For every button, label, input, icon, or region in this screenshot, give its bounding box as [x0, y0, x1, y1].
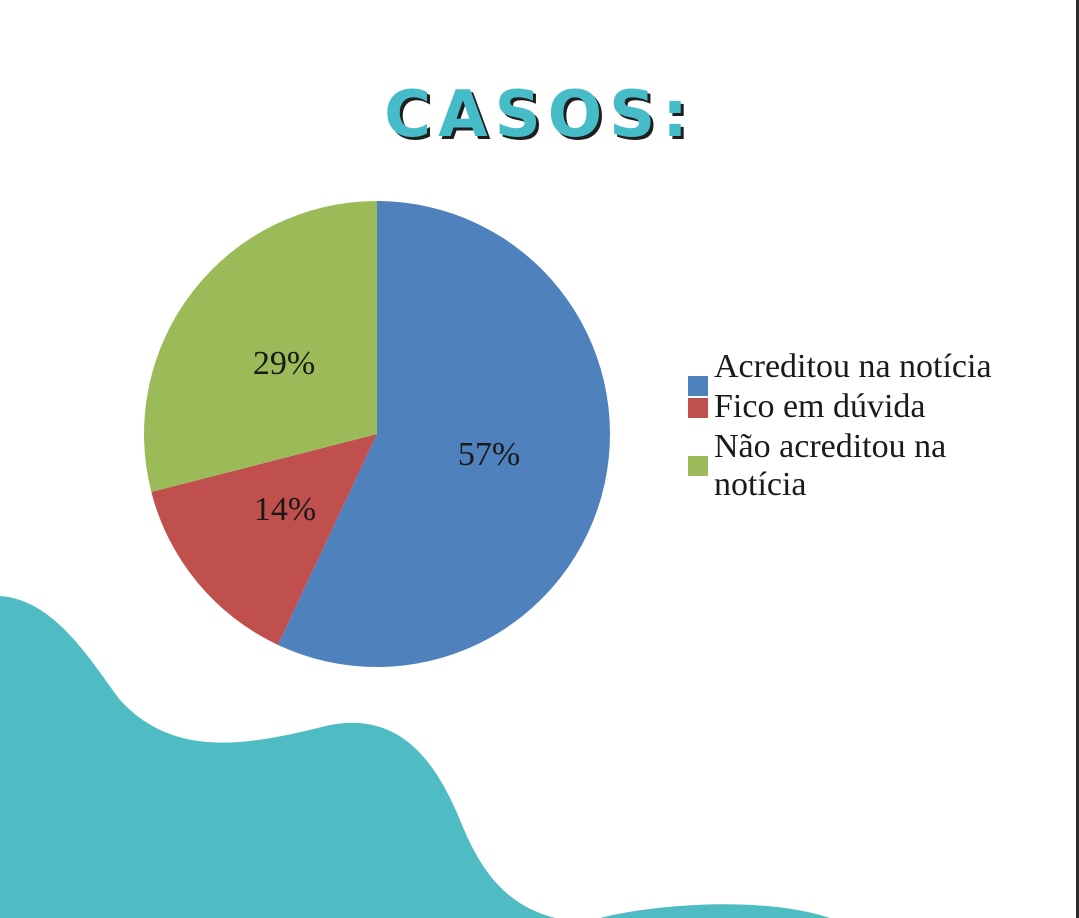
legend-swatch-acreditou	[688, 376, 708, 396]
legend-item-nao-acreditou: Não acreditou na notícia	[688, 428, 1018, 504]
frame-edge	[1076, 0, 1079, 918]
chart-legend: Acreditou na notícia Fico em dúvida Não …	[688, 348, 1018, 504]
pie-slice-nao-acreditou	[143, 200, 377, 492]
page-title: CASOS:	[384, 78, 695, 152]
legend-swatch-fico	[688, 398, 708, 418]
legend-item-fico: Fico em dúvida	[688, 388, 1018, 426]
legend-item-acreditou: Acreditou na notícia	[688, 348, 1018, 396]
pie-slice-fico	[151, 434, 377, 645]
legend-label-fico: Fico em dúvida	[714, 388, 926, 425]
legend-swatch-nao-acreditou	[688, 456, 708, 476]
pie-slice-acreditou	[277, 201, 610, 667]
pie-label-fico: 14%	[254, 491, 316, 528]
pie-label-acreditou: 57%	[458, 436, 520, 473]
pie-label-nao-acreditou: 29%	[253, 345, 315, 382]
legend-label-nao-acreditou: Não acreditou na notícia	[714, 428, 947, 503]
legend-label-acreditou: Acreditou na notícia	[714, 348, 992, 385]
